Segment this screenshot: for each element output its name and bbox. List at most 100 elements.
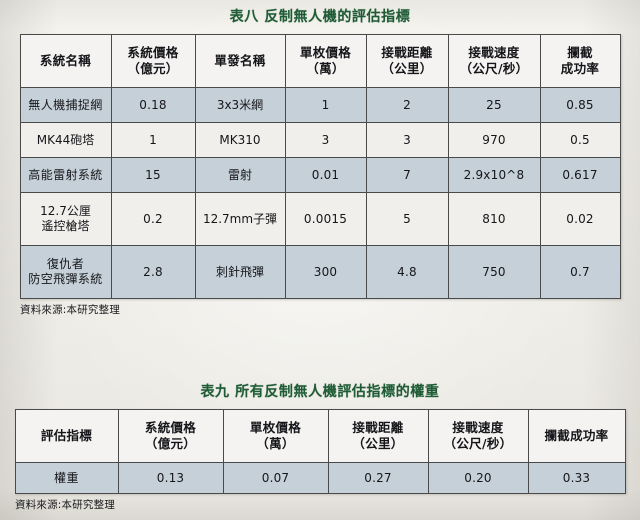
header-line-1: 單枚價格 (249, 420, 302, 436)
header-line-1: 接戰速度 (452, 420, 504, 436)
column-header-engagement-speed: 接戰速度 （公尺/秒） (447, 34, 541, 88)
header-line-1: 接戰速度 (468, 45, 520, 61)
cell-munition-name: 刺針飛彈 (194, 245, 286, 299)
header-line-1: 接戰距離 (352, 420, 404, 436)
cell-weight-engagement-range: 0.27 (327, 462, 429, 494)
cell-engagement-speed: 2.9x10^8 (447, 157, 541, 193)
header-line-2: （億元） (127, 61, 179, 76)
cell-intercept-rate: 0.5 (539, 122, 621, 158)
column-header-system-price: 系統價格 （億元） (110, 34, 196, 88)
cell-system-name: 復仇者 防空飛彈系統 (19, 245, 112, 299)
cell-weight-system-price: 0.13 (117, 462, 224, 494)
cell-system-name: MK44砲塔 (19, 122, 112, 158)
header-line-1: 評估指標 (40, 428, 93, 444)
cell-engagement-range: 3 (365, 122, 449, 158)
header-line-1: 單枚價格 (299, 45, 352, 61)
table-nine-header-row: 評估指標 系統價格 （億元） 單枚價格 （萬） 接戰距離 （公里） (14, 409, 626, 463)
table-row: 權重 0.13 0.07 0.27 0.20 0.33 (14, 462, 626, 494)
cell-system-price: 0.18 (110, 87, 196, 123)
header-line-2: 成功率 (560, 61, 600, 76)
header-line-2: （萬） (306, 61, 345, 76)
column-header-system-name: 系統名稱 (19, 34, 112, 88)
cell-intercept-rate: 0.7 (539, 245, 621, 299)
system-name-line-1: 高能雷射系統 (28, 167, 103, 182)
table-eight-title: 表八 反制無人機的評估指標 (229, 9, 411, 25)
table-row: 無人機捕捉網 0.18 3x3米網 1 2 25 0.85 (19, 87, 621, 123)
header-line-2: （公尺/秒） (443, 436, 513, 451)
cell-weight-unit-price: 0.07 (222, 462, 329, 494)
header-line-2: （公尺/秒） (459, 61, 529, 76)
cell-weight-intercept-rate: 0.33 (527, 462, 626, 494)
column-header-unit-price: 單枚價格 （萬） (222, 409, 329, 463)
cell-munition-name: 3x3米網 (194, 87, 286, 123)
header-line-1: 系統價格 (144, 420, 197, 436)
table-nine-title: 表九 所有反制無人機評估指標的權重 (200, 384, 440, 400)
column-header-intercept-rate: 攔截 成功率 (539, 34, 621, 88)
cell-engagement-speed: 970 (447, 122, 541, 158)
cell-unit-price: 3 (284, 122, 367, 158)
header-line-1: 系統價格 (127, 45, 179, 61)
cell-system-price: 0.2 (110, 192, 196, 246)
cell-engagement-range: 5 (365, 192, 449, 246)
cell-engagement-range: 2 (365, 87, 449, 123)
header-line-1: 攔截 (567, 45, 593, 61)
header-line-1: 系統名稱 (39, 53, 92, 69)
header-line-1: 接戰距離 (381, 45, 433, 61)
column-header-intercept-rate: 攔截成功率 (527, 409, 626, 463)
column-header-munition-name: 單發名稱 (194, 34, 286, 88)
header-line-2: （公里） (352, 436, 404, 451)
system-name-line-2: 防空飛彈系統 (28, 272, 103, 286)
cell-intercept-rate: 0.02 (539, 192, 621, 246)
header-line-1: 單發名稱 (214, 53, 266, 69)
cell-engagement-range: 4.8 (365, 245, 449, 299)
cell-munition-name: 12.7mm子彈 (194, 192, 286, 246)
system-name-line-1: 復仇者 (46, 257, 85, 271)
cell-intercept-rate: 0.85 (539, 87, 621, 123)
header-line-2: （億元） (144, 436, 197, 451)
table-nine-source-note: 資料來源:本研究整理 (15, 499, 116, 511)
table-nine-section: 表九 所有反制無人機評估指標的權重 評估指標 系統價格 (0, 381, 640, 512)
table-eight-section: 表八 反制無人機的評估指標 系統名稱 系統價格 (0, 6, 640, 317)
table-eight-source-note: 資料來源:本研究整理 (20, 304, 121, 316)
cell-system-name: 12.7公厘 遙控槍塔 (19, 192, 112, 246)
system-name-line-1: 無人機捕捉網 (28, 97, 103, 112)
table-eight-header-row: 系統名稱 系統價格 （億元） 單發名稱 單枚價格 （萬） (19, 34, 621, 88)
cell-system-price: 1 (110, 122, 196, 158)
cell-system-name: 無人機捕捉網 (19, 87, 112, 123)
column-header-engagement-speed: 接戰速度 （公尺/秒） (427, 409, 529, 463)
column-header-engagement-range: 接戰距離 （公里） (365, 34, 449, 88)
table-row: MK44砲塔 1 MK310 3 3 970 0.5 (19, 122, 621, 158)
cell-engagement-speed: 750 (447, 245, 541, 299)
cell-munition-name: MK310 (194, 122, 286, 158)
system-name-line-1: MK44砲塔 (36, 132, 95, 147)
table-row: 復仇者 防空飛彈系統 2.8 刺針飛彈 300 4.8 750 0.7 (19, 245, 621, 299)
cell-engagement-range: 7 (365, 157, 449, 193)
system-name-line-1: 12.7公厘 (40, 204, 91, 218)
cell-system-price: 15 (110, 157, 196, 193)
cell-munition-name: 雷射 (194, 157, 286, 193)
table-nine: 評估指標 系統價格 （億元） 單枚價格 （萬） 接戰距離 （公里） (14, 409, 626, 494)
system-name-line-2: 遙控槍塔 (41, 219, 90, 233)
cell-weight-engagement-speed: 0.20 (427, 462, 529, 494)
table-eight: 系統名稱 系統價格 （億元） 單發名稱 單枚價格 （萬） (19, 34, 621, 299)
header-line-2: （萬） (256, 436, 295, 451)
cell-unit-price: 0.01 (284, 157, 367, 193)
column-header-engagement-range: 接戰距離 （公里） (327, 409, 429, 463)
cell-unit-price: 1 (284, 87, 367, 123)
cell-weight-label: 權重 (14, 462, 119, 494)
cell-system-price: 2.8 (110, 245, 196, 299)
cell-unit-price: 300 (284, 245, 367, 299)
column-header-system-price: 系統價格 （億元） (117, 409, 224, 463)
column-header-criterion: 評估指標 (14, 409, 119, 463)
header-line-2: （公里） (381, 61, 433, 76)
header-line-1: 攔截成功率 (544, 428, 609, 444)
cell-engagement-speed: 810 (447, 192, 541, 246)
column-header-unit-price: 單枚價格 （萬） (284, 34, 367, 88)
cell-system-name: 高能雷射系統 (19, 157, 112, 193)
cell-engagement-speed: 25 (447, 87, 541, 123)
cell-intercept-rate: 0.617 (539, 157, 621, 193)
table-row: 12.7公厘 遙控槍塔 0.2 12.7mm子彈 0.0015 5 810 0.… (19, 192, 621, 246)
table-row: 高能雷射系統 15 雷射 0.01 7 2.9x10^8 0.617 (19, 157, 621, 193)
cell-unit-price: 0.0015 (284, 192, 367, 246)
